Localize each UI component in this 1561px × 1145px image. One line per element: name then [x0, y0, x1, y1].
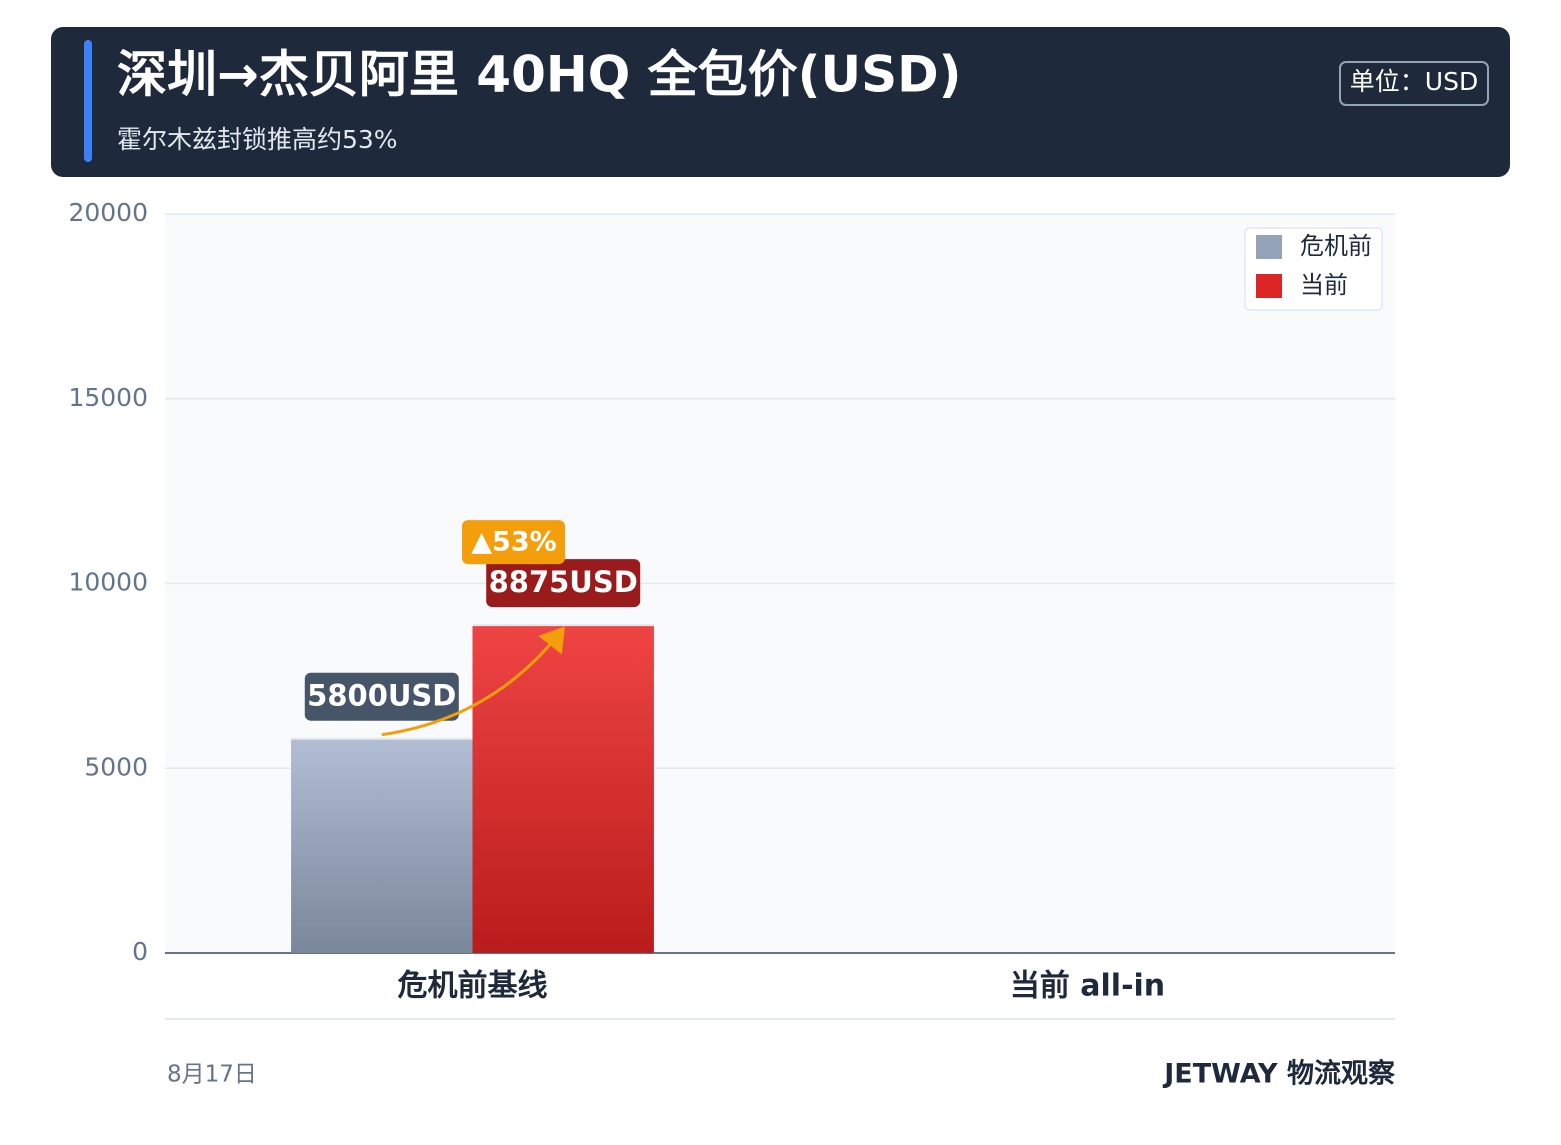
x-tick-label: 危机前基线 — [398, 969, 548, 1004]
value-label-box — [486, 559, 641, 608]
y-tick-label: 0 — [132, 937, 148, 966]
y-tick-label: 15000 — [68, 383, 148, 412]
chart-title: 深圳→杰贝阿里 40HQ 全包价(USD) — [117, 46, 961, 104]
change-arrow — [381, 626, 565, 737]
accent — [84, 40, 92, 162]
legend-swatch — [1256, 235, 1282, 259]
legend-swatch — [1256, 274, 1282, 298]
unit-badge-text: 单位：USD — [1350, 67, 1478, 96]
value-label-box — [304, 672, 459, 721]
y-tick-label: 20000 — [68, 198, 148, 227]
footer-date: 8月17日 — [167, 1062, 257, 1088]
bar — [472, 625, 654, 953]
value-label: 8875USD — [489, 565, 638, 599]
header — [51, 27, 1510, 177]
legend-label: 当前 — [1300, 271, 1348, 299]
footer-brand: JETWAY 物流观察 — [1162, 1058, 1396, 1090]
annotation-box — [462, 520, 565, 565]
unit-badge — [1339, 61, 1489, 106]
annotation: ▲53% — [471, 527, 556, 558]
y-tick-label: 5000 — [84, 752, 148, 781]
value-label: 5800USD — [307, 679, 456, 713]
chart-subtitle: 霍尔木兹封锁推高约53% — [117, 125, 398, 154]
legend-label: 危机前 — [1300, 232, 1372, 260]
y-tick-label: 10000 — [68, 568, 148, 597]
bar — [291, 738, 473, 953]
x-tick-label: 当前 all-in — [1010, 969, 1165, 1004]
